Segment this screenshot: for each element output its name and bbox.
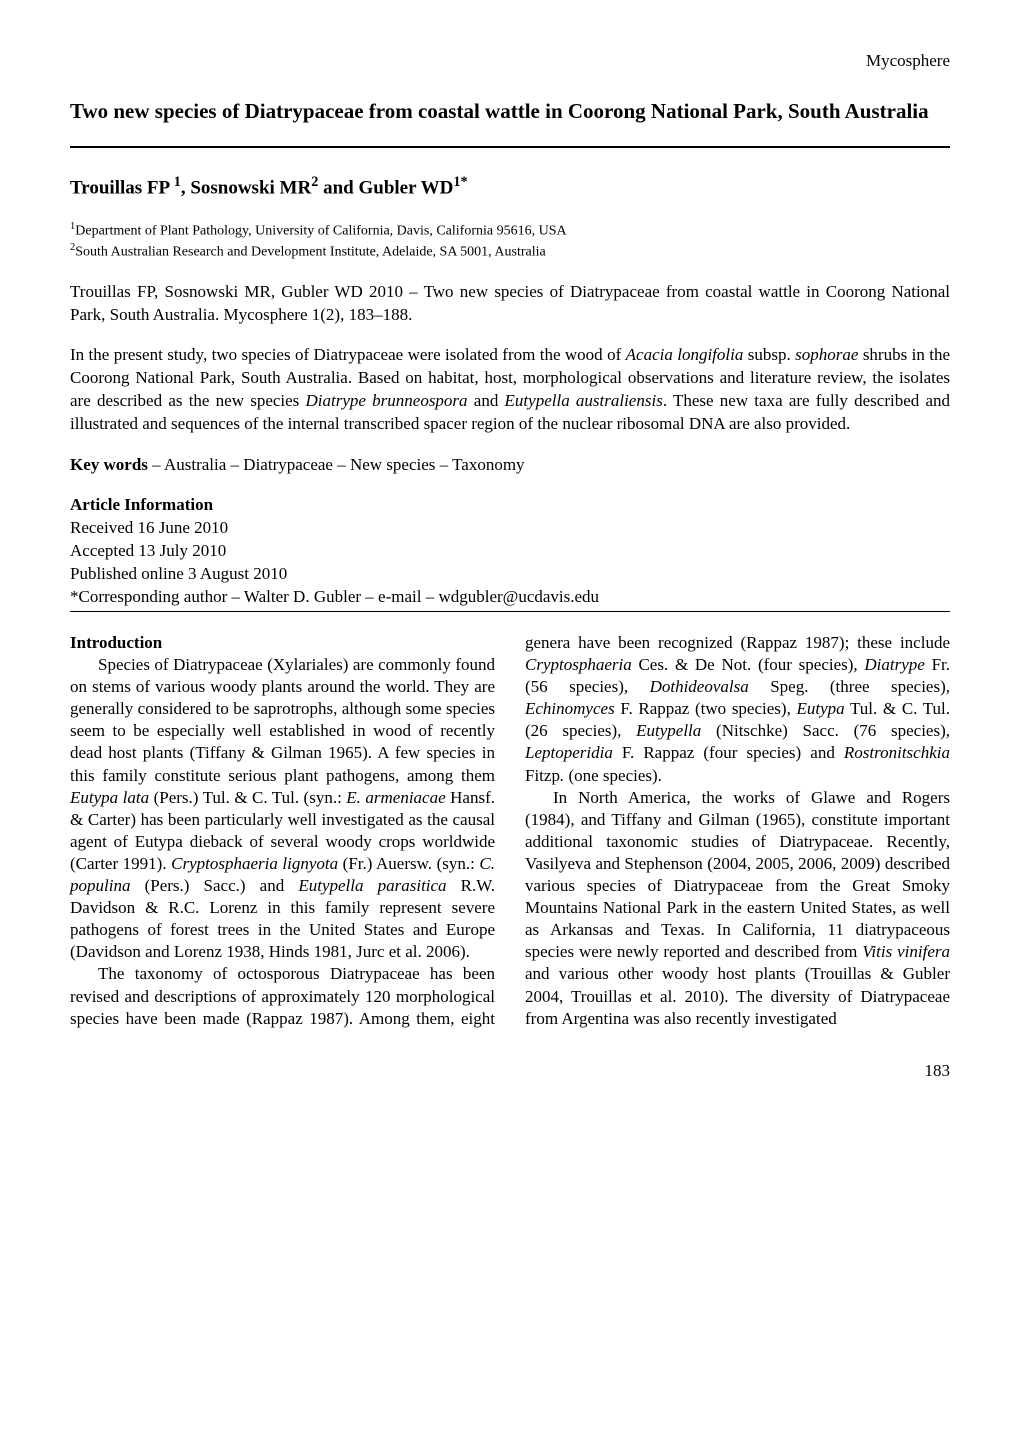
- page-number: 183: [70, 1060, 950, 1082]
- affiliations: 1Department of Plant Pathology, Universi…: [70, 220, 950, 263]
- affiliation-2: 2South Australian Research and Developme…: [70, 241, 950, 263]
- body-content: Introduction Species of Diatrypaceae (Xy…: [70, 632, 950, 1030]
- affiliation-1: 1Department of Plant Pathology, Universi…: [70, 220, 950, 242]
- published-date: Published online 3 August 2010: [70, 563, 950, 586]
- intro-paragraph-1: Species of Diatrypaceae (Xylariales) are…: [70, 654, 495, 963]
- article-title: Two new species of Diatrypaceae from coa…: [70, 97, 950, 126]
- keywords: Key words – Australia – Diatrypaceae – N…: [70, 454, 950, 476]
- divider-info: [70, 611, 950, 612]
- intro-paragraph-3: In North America, the works of Glawe and…: [525, 787, 950, 1030]
- citation: Trouillas FP, Sosnowski MR, Gubler WD 20…: [70, 281, 950, 327]
- authors: Trouillas FP 1, Sosnowski MR2 and Gubler…: [70, 173, 950, 201]
- accepted-date: Accepted 13 July 2010: [70, 540, 950, 563]
- corresponding-author: *Corresponding author – Walter D. Gubler…: [70, 586, 950, 609]
- received-date: Received 16 June 2010: [70, 517, 950, 540]
- introduction-header: Introduction: [70, 632, 495, 654]
- abstract: In the present study, two species of Dia…: [70, 344, 950, 436]
- journal-name: Mycosphere: [70, 50, 950, 72]
- article-information-block: Article Information Received 16 June 201…: [70, 494, 950, 609]
- article-info-header: Article Information: [70, 494, 950, 517]
- divider-top: [70, 146, 950, 148]
